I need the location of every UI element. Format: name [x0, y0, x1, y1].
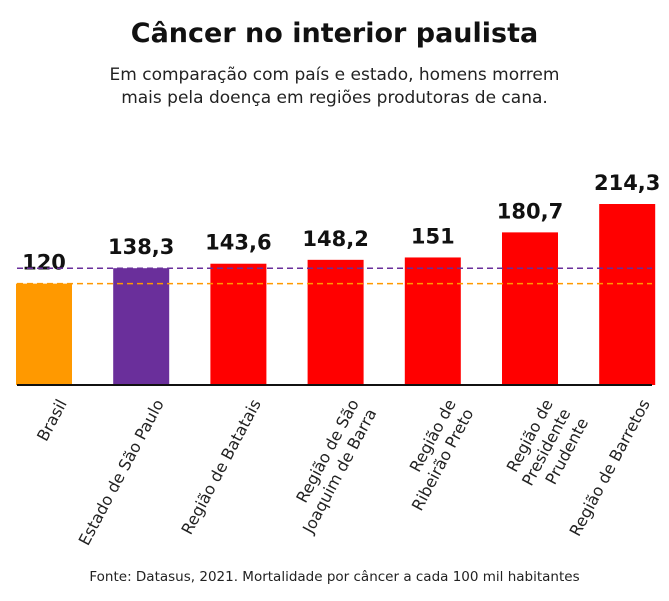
value-label: 214,3 — [594, 171, 660, 195]
bar — [404, 257, 461, 385]
value-label: 148,2 — [302, 227, 368, 251]
bar — [16, 283, 72, 385]
chart-title: Câncer no interior paulista — [130, 18, 539, 49]
bar — [307, 259, 364, 385]
bar — [502, 232, 558, 385]
value-label: 138,3 — [108, 235, 174, 259]
value-label: 143,6 — [205, 231, 271, 255]
value-label: 151 — [411, 224, 455, 248]
bar — [210, 263, 267, 385]
value-label: 180,7 — [497, 199, 563, 223]
chart-subtitle: Em comparação com país e estado, homens … — [109, 65, 560, 108]
bar — [599, 204, 656, 385]
value-label: 120 — [22, 251, 66, 275]
source-note: Fonte: Datasus, 2021. Mortalidade por câ… — [89, 569, 580, 585]
bar — [113, 268, 170, 385]
